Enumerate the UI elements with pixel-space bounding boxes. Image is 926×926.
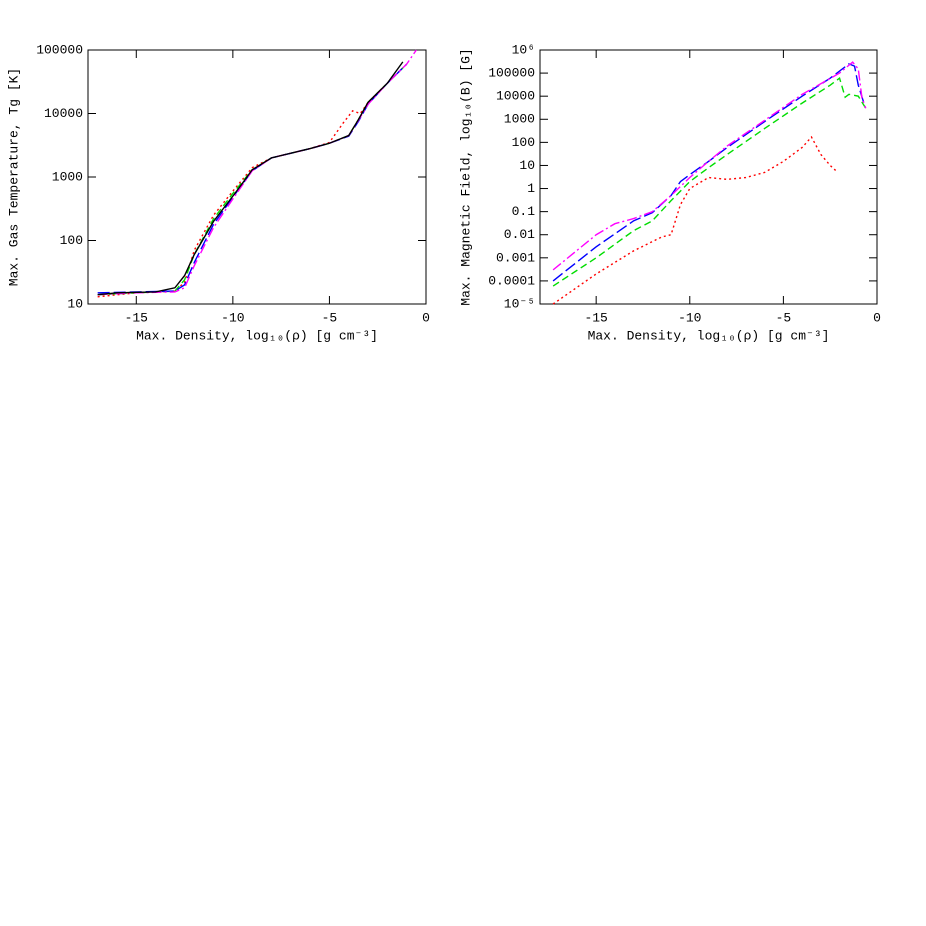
x-axis-label: Max. Density, log₁₀(ρ) [g cm⁻³]: [136, 328, 378, 343]
y-tick-label: 100: [512, 135, 535, 150]
series-line: [97, 63, 408, 294]
x-tick-label: -5: [322, 310, 338, 325]
series-line: [552, 63, 865, 282]
x-tick-label: -10: [678, 310, 701, 325]
y-tick-label: 1000: [504, 112, 535, 127]
y-tick-label: 100: [60, 233, 83, 248]
y-tick-label: 0.01: [504, 227, 535, 242]
x-tick-label: -10: [221, 310, 244, 325]
y-tick-label: 10: [519, 158, 535, 173]
y-tick-label: 10: [67, 296, 83, 311]
x-tick-label: -5: [776, 310, 792, 325]
plot-frame: [539, 49, 878, 305]
series-line: [97, 63, 408, 296]
x-tick-label: 0: [422, 310, 430, 325]
y-tick-label: 100000: [488, 66, 535, 81]
series-line: [552, 135, 837, 305]
series-line: [552, 77, 867, 287]
y-tick-label: 0.1: [512, 204, 536, 219]
y-tick-label: 0.001: [496, 250, 535, 265]
y-tick-label: 10000: [44, 106, 83, 121]
x-tick-label: 0: [873, 310, 881, 325]
series-line: [97, 49, 417, 296]
y-tick-label: 10000: [496, 89, 535, 104]
y-tick-label: 10⁻⁵: [504, 296, 535, 311]
series-line: [97, 61, 404, 296]
y-axis-label: Max. Magnetic Field, log₁₀(B) [G]: [458, 48, 473, 305]
plot-frame: [87, 49, 427, 305]
series-line: [97, 63, 408, 298]
y-tick-label: 0.0001: [488, 273, 535, 288]
x-axis-label: Max. Density, log₁₀(ρ) [g cm⁻³]: [588, 328, 830, 343]
y-tick-label: 10⁶: [512, 42, 535, 57]
x-tick-label: -15: [584, 310, 607, 325]
y-tick-label: 1000: [52, 169, 83, 184]
x-tick-label: -15: [125, 310, 148, 325]
y-tick-label: 100000: [36, 42, 83, 57]
series-line: [552, 61, 867, 271]
y-tick-label: 1: [527, 181, 535, 196]
y-axis-label: Max. Gas Temperature, Tg [K]: [6, 68, 21, 286]
